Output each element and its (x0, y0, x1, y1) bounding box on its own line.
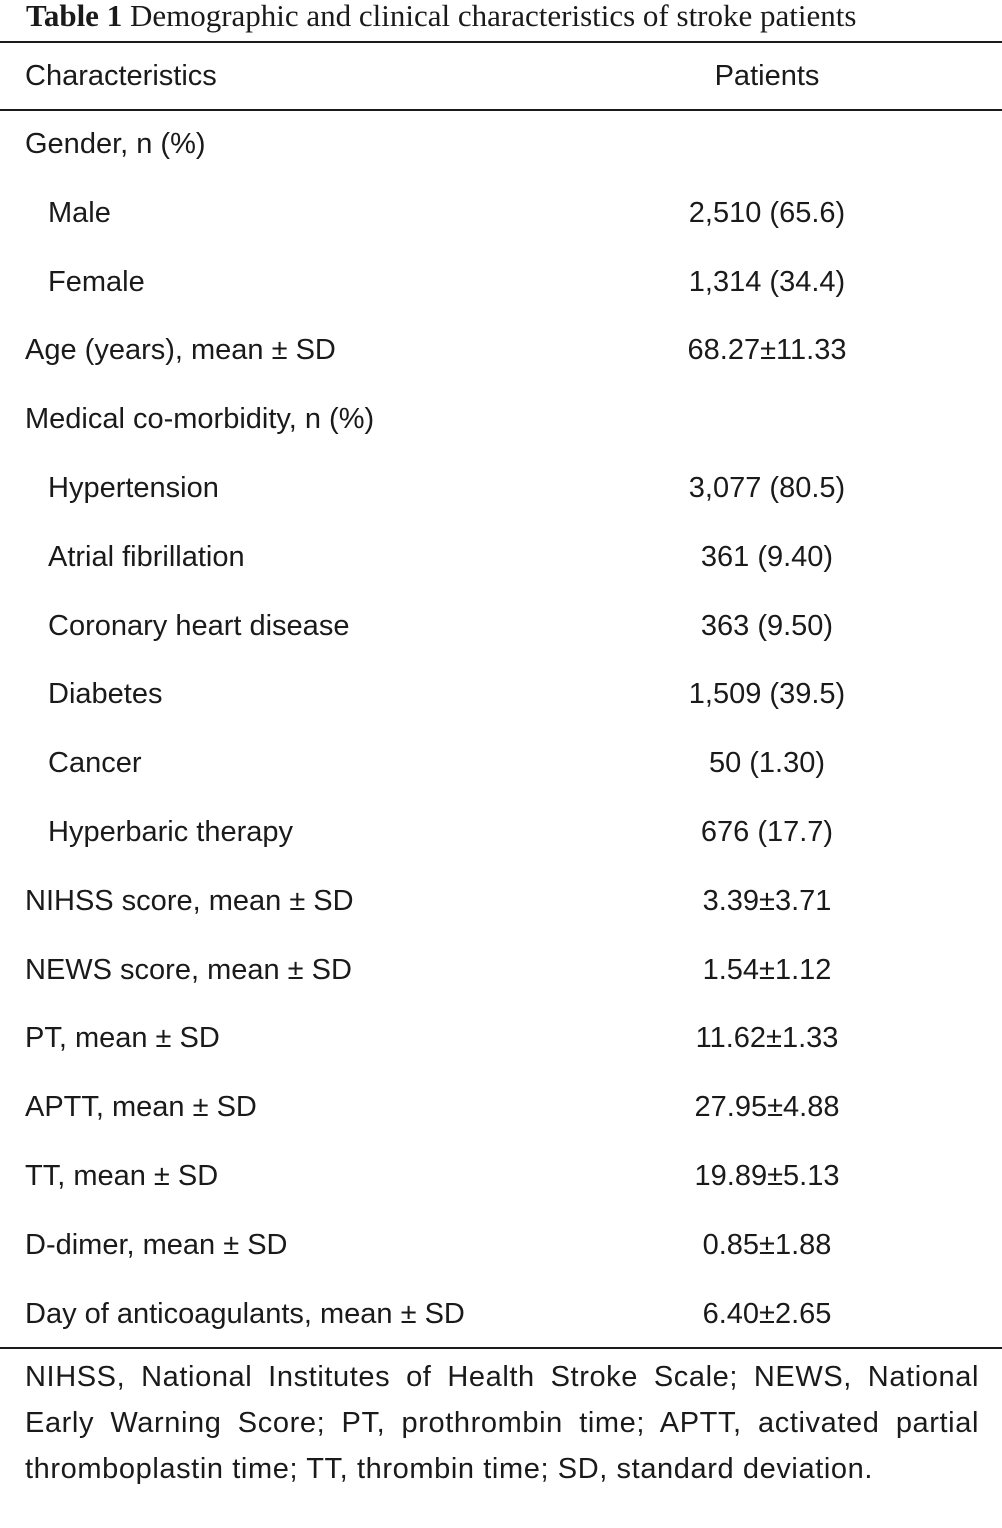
row-patients-value: 1,509 (39.5) (688, 678, 846, 711)
row-characteristic: APTT, mean ± SD (25, 1091, 257, 1124)
row-patients-value: 50 (1.30) (708, 747, 826, 780)
row-characteristic: Hypertension (48, 471, 219, 504)
row-characteristic: Male (48, 196, 111, 229)
top-rule (0, 41, 1002, 43)
row-patients-value: 19.89±5.13 (694, 1159, 840, 1192)
row-characteristic: Medical co-morbidity, n (%) (25, 403, 375, 436)
row-patients-value: 3,077 (80.5) (688, 471, 846, 504)
row-patients-value: 1.54±1.12 (702, 953, 832, 986)
row-characteristic: Hyperbaric therapy (48, 815, 293, 848)
table-row: NEWS score, mean ± SD 1.54±1.12 (0, 936, 1002, 1005)
row-characteristic: D-dimer, mean ± SD (25, 1228, 288, 1261)
row-patients-value: 11.62±1.33 (695, 1022, 839, 1055)
row-characteristic: Gender, n (%) (25, 128, 206, 160)
header-patients: Patients (714, 60, 820, 92)
row-characteristic: Day of anticoagulants, mean ± SD (25, 1297, 465, 1330)
table-row: Hyperbaric therapy 676 (17.7) (0, 798, 1002, 867)
bottom-rule (0, 1347, 1002, 1349)
row-characteristic: NEWS score, mean ± SD (25, 953, 352, 986)
table-row: Medical co-morbidity, n (%) (0, 385, 1002, 454)
table-footnote: NIHSS, National Institutes of Health Str… (25, 1361, 979, 1485)
row-patients-value: 68.27±11.33 (687, 334, 847, 367)
row-patients-value: 0.85±1.88 (702, 1228, 832, 1261)
table-body: Gender, n (%) Male 2,510 (65.6) Female 1,314… (0, 110, 1002, 1348)
row-characteristic: Diabetes (48, 678, 163, 711)
table-row: Female 1,314 (34.4) (0, 248, 1002, 317)
table-row: TT, mean ± SD 19.89±5.13 (0, 1142, 1002, 1211)
table-row: Hypertension 3,077 (80.5) (0, 454, 1002, 523)
table-row: Atrial fibrillation 361 (9.40) (0, 523, 1002, 592)
table-row: Age (years), mean ± SD 68.27±11.33 (0, 316, 1002, 385)
header-characteristics: Characteristics (25, 60, 217, 92)
row-patients-value: 2,510 (65.6) (688, 196, 846, 229)
table-header-row: Characteristics Patients (0, 42, 1002, 110)
row-patients-value: 27.95±4.88 (694, 1091, 840, 1124)
table-row: PT, mean ± SD 11.62±1.33 (0, 1004, 1002, 1073)
table-row: Cancer 50 (1.30) (0, 729, 1002, 798)
table-row: D-dimer, mean ± SD 0.85±1.88 (0, 1211, 1002, 1280)
row-patients-value: 1,314 (34.4) (688, 265, 846, 298)
characteristics-table: Characteristics Patients Gender, n (%) Ma… (0, 42, 1002, 1348)
table-row: Day of anticoagulants, mean ± SD 6.40±2.6… (0, 1280, 1002, 1349)
row-characteristic: TT, mean ± SD (25, 1159, 219, 1192)
row-characteristic: PT, mean ± SD (25, 1022, 220, 1055)
row-patients-value: 6.40±2.65 (702, 1297, 832, 1330)
row-patients-value: 3.39±3.71 (702, 884, 832, 917)
row-characteristic: Cancer (48, 747, 142, 780)
row-patients-value: 363 (9.50) (700, 609, 834, 642)
table-row: Male 2,510 (65.6) (0, 179, 1002, 248)
row-characteristic: Female (48, 265, 145, 298)
table-caption-label: Table 1 (26, 0, 123, 33)
table-caption-title: Demographic and clinical characteristics… (129, 0, 857, 33)
table-row: APTT, mean ± SD 27.95±4.88 (0, 1073, 1002, 1142)
row-patients-value: 676 (17.7) (700, 815, 834, 848)
row-characteristic: Atrial fibrillation (48, 540, 245, 573)
table-row: Coronary heart disease 363 (9.50) (0, 592, 1002, 661)
table-caption: Table 1 Demographic and clinical charact… (26, 0, 856, 36)
row-patients-value: 361 (9.40) (700, 540, 834, 573)
table-row: NIHSS score, mean ± SD 3.39±3.71 (0, 867, 1002, 936)
header-rule (0, 109, 1002, 111)
row-characteristic: Age (years), mean ± SD (25, 334, 336, 367)
row-characteristic: Coronary heart disease (48, 609, 350, 642)
table-row: Diabetes 1,509 (39.5) (0, 660, 1002, 729)
row-characteristic: NIHSS score, mean ± SD (25, 884, 354, 917)
table-row: Gender, n (%) (0, 110, 1002, 179)
